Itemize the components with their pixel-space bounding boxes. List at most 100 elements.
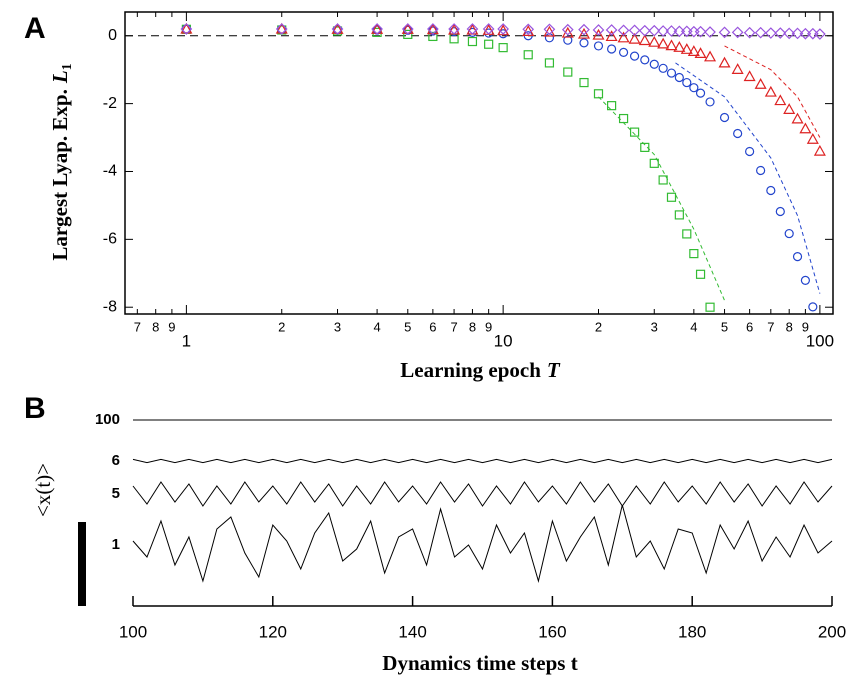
marker: [743, 70, 756, 82]
marker: [617, 31, 630, 43]
marker: [791, 27, 804, 40]
marker: [563, 67, 573, 77]
marker: [592, 28, 605, 40]
x-tick-label: 1: [182, 331, 191, 350]
marker: [745, 146, 755, 157]
x-tick-label: 8: [469, 319, 476, 334]
marker: [665, 39, 678, 51]
marker: [657, 37, 670, 49]
marker: [694, 25, 707, 38]
x-tick-label: 160: [538, 622, 566, 641]
marker: [783, 27, 796, 40]
marker: [674, 72, 684, 83]
marker: [484, 39, 494, 49]
x-axis-title: Learning epoch T: [400, 358, 561, 382]
marker: [577, 27, 591, 39]
marker: [792, 252, 803, 262]
marker: [618, 47, 629, 57]
fit-line: [675, 62, 821, 294]
x-tick-label: 9: [485, 319, 492, 334]
marker: [649, 59, 659, 69]
marker: [665, 25, 678, 37]
marker: [754, 78, 767, 89]
marker: [784, 228, 794, 239]
marker: [743, 26, 756, 39]
marker: [428, 31, 438, 42]
marker: [705, 97, 715, 107]
marker: [682, 77, 692, 88]
marker: [657, 25, 669, 37]
marker: [593, 89, 604, 99]
x-tick-label: 5: [404, 319, 411, 334]
marker: [718, 56, 731, 68]
marker: [689, 249, 699, 259]
series-label: 100: [95, 411, 120, 428]
x-tick-label: 8: [152, 319, 159, 334]
marker: [719, 112, 730, 123]
y-axis-title: <x(t)>: [31, 463, 55, 517]
series-label: 5: [112, 485, 120, 502]
marker: [628, 24, 641, 37]
marker: [774, 27, 787, 39]
marker: [563, 35, 573, 45]
x-tick-label: 4: [690, 319, 697, 334]
marker: [800, 275, 810, 286]
marker: [638, 34, 651, 46]
marker: [605, 30, 618, 42]
series-label: 1: [112, 536, 120, 553]
marker: [695, 269, 706, 279]
marker: [427, 23, 439, 35]
y-tick-label: -6: [103, 231, 117, 248]
marker: [593, 41, 604, 51]
marker: [731, 26, 744, 39]
marker: [764, 85, 777, 97]
series-label: 6: [112, 452, 120, 469]
series-line: [132, 481, 833, 507]
marker: [466, 23, 479, 35]
x-tick-label: 9: [802, 319, 809, 334]
marker: [579, 38, 589, 48]
marker: [689, 83, 699, 93]
marker: [731, 63, 744, 74]
x-tick-label: 180: [678, 622, 706, 641]
marker: [674, 210, 684, 220]
marker: [498, 43, 508, 53]
marker: [640, 55, 650, 65]
x-axis-symbol: T: [547, 358, 561, 382]
marker: [764, 27, 777, 39]
x-tick-label: 6: [746, 319, 753, 334]
marker: [756, 165, 766, 176]
x-tick-label: 100: [806, 331, 834, 350]
marker: [774, 94, 787, 106]
x-tick-label: 7: [134, 319, 141, 334]
y-axis-title: Largest Lyap. Exp. L1: [48, 63, 75, 260]
fit-line: [724, 45, 821, 138]
x-tick-label: 5: [721, 319, 728, 334]
x-tick-label: 10: [494, 331, 513, 350]
x-axis-title-text: Learning epoch: [400, 358, 541, 382]
panel-label: A: [24, 12, 46, 45]
y-tick-label: -8: [103, 298, 117, 315]
marker: [694, 47, 707, 58]
marker: [658, 63, 668, 73]
marker: [718, 26, 731, 39]
x-tick-label: 9: [168, 319, 175, 334]
x-tick-label: 7: [450, 319, 457, 334]
marker: [687, 25, 700, 38]
marker: [640, 142, 650, 152]
marker: [648, 24, 661, 37]
marker: [666, 68, 677, 78]
marker: [579, 77, 589, 88]
marker: [806, 27, 819, 40]
marker: [522, 23, 535, 36]
marker: [808, 302, 818, 312]
marker: [638, 24, 651, 37]
marker: [680, 43, 693, 54]
marker: [649, 158, 659, 168]
marker: [275, 23, 288, 35]
x-tick-label: 3: [334, 319, 341, 334]
x-tick-label: 2: [278, 319, 285, 334]
marker: [799, 122, 812, 134]
marker: [704, 26, 716, 38]
